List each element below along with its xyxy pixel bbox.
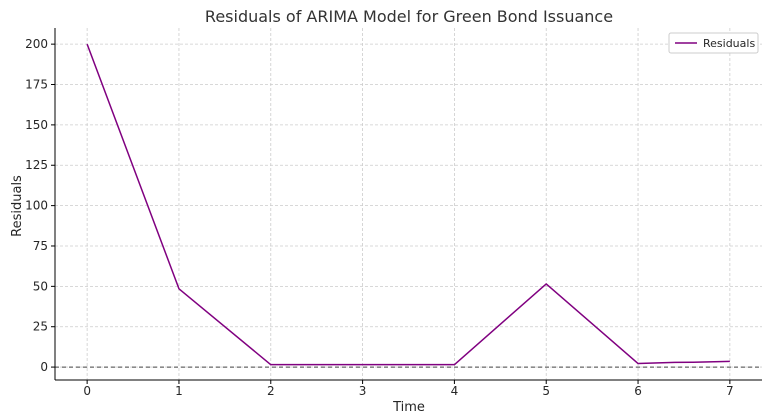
axes: [54, 28, 762, 381]
legend: Residuals: [668, 32, 759, 54]
x-tick-label: 6: [634, 384, 642, 398]
x-tick-label: 7: [726, 384, 734, 398]
grid: [55, 28, 762, 380]
y-tick-label: 25: [33, 320, 48, 334]
x-axis-ticks: 0 1 2 3 4 5 6 7: [83, 380, 734, 398]
x-axis-label: Time: [392, 400, 425, 415]
x-tick-label: 3: [359, 384, 367, 398]
legend-box: [668, 32, 759, 54]
y-tick-label: 50: [33, 279, 48, 293]
chart-title: Residuals of ARIMA Model for Green Bond …: [205, 7, 613, 26]
x-tick-label: 5: [542, 384, 550, 398]
y-axis-ticks: 0 25 50 75 100 125 150 175 200: [25, 37, 55, 374]
y-tick-label: 75: [33, 239, 48, 253]
y-tick-label: 150: [25, 118, 48, 132]
x-tick-label: 1: [175, 384, 183, 398]
series-line-residuals: [86, 43, 730, 366]
y-axis-label: Residuals: [10, 175, 25, 237]
x-tick-label: 4: [451, 384, 459, 398]
y-tick-label: 100: [25, 199, 48, 213]
x-tick-label: 2: [267, 384, 275, 398]
x-tick-label: 0: [83, 384, 91, 398]
y-tick-label: 200: [25, 37, 48, 51]
y-tick-label: 0: [40, 360, 48, 374]
y-tick-label: 125: [25, 158, 48, 172]
series-layer: [86, 43, 730, 366]
y-tick-label: 175: [25, 78, 48, 92]
legend-label-residuals: Residuals: [703, 37, 755, 50]
